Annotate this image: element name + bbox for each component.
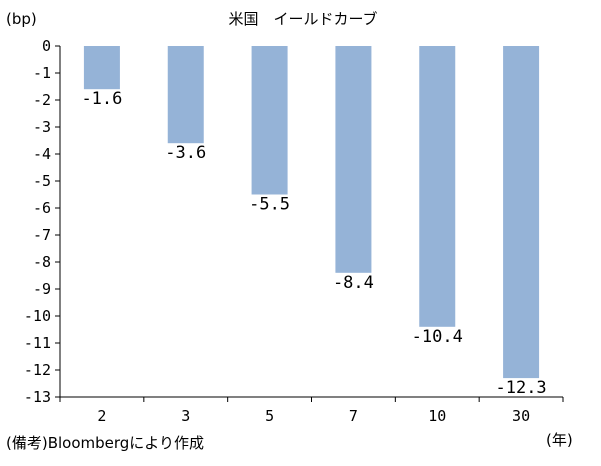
y-tick-label: -9 [33, 280, 51, 298]
y-tick-label: -10 [24, 307, 51, 325]
y-tick-label: -5 [33, 172, 51, 190]
bar-2 [83, 46, 120, 90]
x-axis-ticks: 2 3 5 7 10 30 [59, 397, 564, 425]
source-note: (備考)Bloombergにより作成 [6, 434, 204, 452]
y-tick-label: -3 [33, 118, 51, 136]
y-tick-label: -1 [33, 64, 51, 82]
bar-7 [335, 46, 372, 273]
y-tick-label: -8 [33, 253, 51, 271]
x-tick-label-30: 30 [512, 407, 530, 425]
data-label-10: -10.4 [412, 327, 463, 347]
y-tick-label: -12 [24, 361, 51, 379]
y-axis-unit-label: (bp) [6, 10, 37, 28]
data-labels-group: -1.6 -3.6 -5.5 -8.4 -10.4 -12.3 [81, 89, 546, 398]
bar-5 [251, 46, 288, 195]
x-tick-label-5: 5 [265, 407, 274, 425]
bar-3 [167, 46, 204, 144]
y-tick-label: 0 [42, 37, 51, 55]
chart-title: 米国 イールドカーブ [228, 10, 377, 28]
bars-group [83, 46, 540, 379]
y-tick-label: -11 [24, 334, 51, 352]
data-label-2: -1.6 [81, 89, 122, 109]
data-label-3: -3.6 [165, 143, 206, 163]
data-label-5: -5.5 [249, 195, 290, 215]
y-tick-label: -13 [24, 388, 51, 406]
bar-10 [419, 46, 456, 327]
y-tick-label: -7 [33, 226, 51, 244]
y-tick-label: -2 [33, 91, 51, 109]
x-tick-label-10: 10 [428, 407, 446, 425]
y-axis-ticks: 0 -1 -2 -3 -4 -5 -6 -7 -8 -9 -10 -11 -12 -13 [24, 37, 60, 406]
x-axis-unit-label: (年) [546, 431, 573, 449]
y-tick-label: -6 [33, 199, 51, 217]
x-tick-label-3: 3 [181, 407, 190, 425]
data-label-30: -12.3 [495, 378, 546, 398]
x-tick-label-2: 2 [97, 407, 106, 425]
x-tick-label-7: 7 [349, 407, 358, 425]
y-tick-label: -4 [33, 145, 51, 163]
data-label-7: -8.4 [333, 273, 374, 293]
bar-30 [503, 46, 540, 379]
